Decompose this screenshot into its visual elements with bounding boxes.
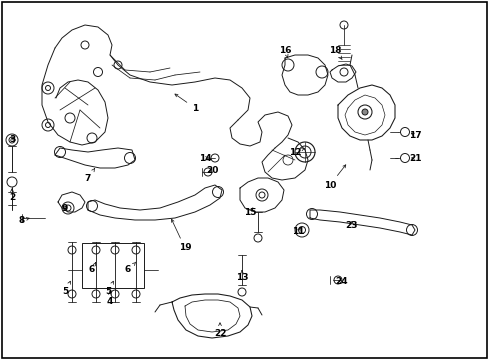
Text: 12: 12	[288, 148, 304, 157]
Bar	[82, 243, 143, 288]
Text: 16: 16	[278, 45, 291, 58]
Text: 13: 13	[235, 271, 248, 283]
Text: 6: 6	[89, 262, 96, 275]
Text: 9: 9	[61, 203, 68, 212]
Text: 11: 11	[291, 228, 304, 237]
Text: 18: 18	[328, 45, 342, 59]
Text: 5: 5	[104, 281, 113, 297]
Text: 6: 6	[124, 262, 136, 275]
Text: 8: 8	[19, 216, 29, 225]
Text: 20: 20	[205, 166, 218, 175]
Text: 22: 22	[213, 323, 226, 338]
Text: 10: 10	[323, 165, 345, 189]
Text: 2: 2	[9, 189, 15, 202]
Text: 1: 1	[175, 94, 198, 112]
Text: 3: 3	[9, 135, 15, 144]
Text: 23: 23	[345, 220, 358, 230]
Text: 21: 21	[408, 153, 420, 162]
Text: 4: 4	[106, 292, 113, 306]
Text: 7: 7	[84, 168, 95, 183]
Text: 14: 14	[198, 153, 211, 162]
Text: 17: 17	[408, 131, 421, 140]
Text: 15: 15	[243, 207, 256, 216]
Text: 19: 19	[171, 219, 191, 252]
Text: 24: 24	[335, 278, 347, 287]
Circle shape	[361, 109, 367, 115]
Text: 5: 5	[62, 281, 70, 297]
